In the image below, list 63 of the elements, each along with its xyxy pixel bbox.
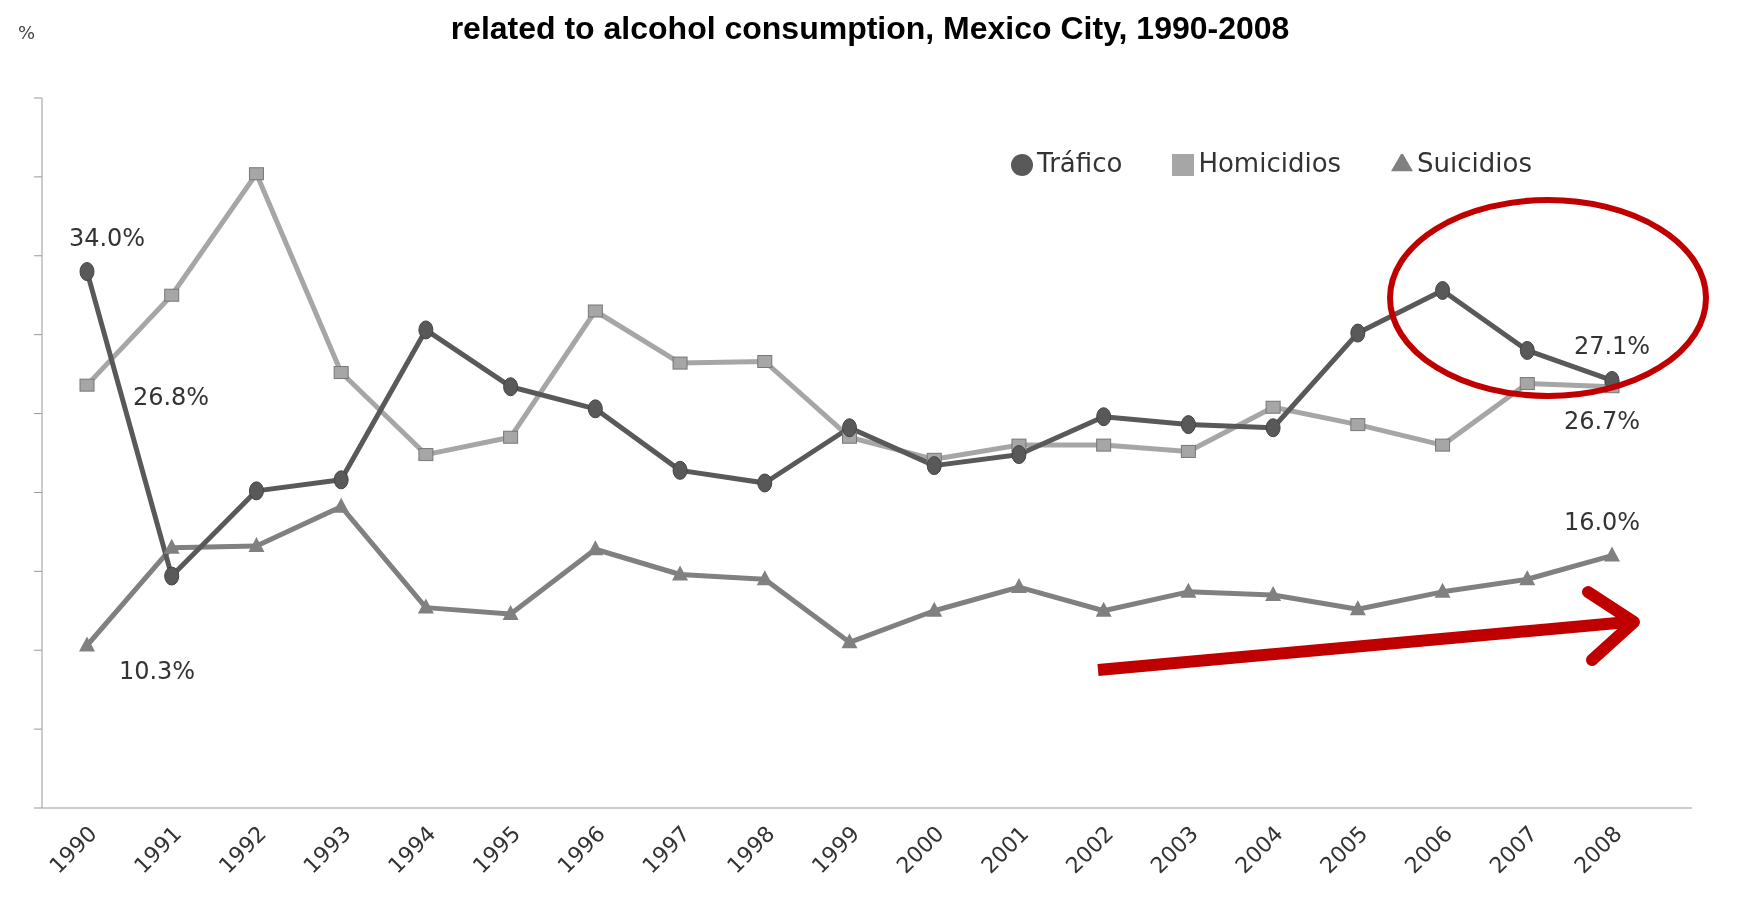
point [587, 399, 603, 419]
point [1519, 377, 1535, 391]
point [248, 481, 264, 501]
point [672, 460, 688, 480]
point [333, 470, 349, 490]
point [1265, 400, 1281, 414]
data-label: 26.8% [132, 383, 210, 412]
point [79, 636, 95, 652]
point [1265, 586, 1282, 601]
point [1435, 280, 1451, 300]
point [756, 570, 773, 586]
point [926, 601, 943, 617]
point [757, 473, 773, 493]
point [1096, 407, 1112, 427]
point [418, 448, 434, 462]
point [163, 538, 180, 554]
point [1434, 582, 1451, 598]
point [587, 304, 603, 318]
point [672, 356, 688, 370]
point [1435, 438, 1451, 452]
point [1350, 323, 1366, 343]
point [1519, 570, 1536, 586]
point [417, 598, 434, 614]
data-label: 26.7% [1563, 406, 1641, 435]
point [1011, 445, 1027, 465]
data-label: 16.0% [1563, 507, 1641, 536]
legend-label: Suicidios [1417, 148, 1532, 178]
point [164, 288, 180, 302]
point [1180, 582, 1197, 598]
point [79, 262, 95, 282]
point [79, 378, 95, 392]
point [333, 366, 349, 380]
point [502, 604, 519, 620]
point [1096, 438, 1112, 452]
data-label: 34.0% [68, 223, 146, 252]
point [1095, 601, 1112, 617]
point [164, 566, 180, 586]
point [1519, 340, 1535, 360]
point [1010, 578, 1027, 594]
point [1604, 546, 1620, 562]
point [503, 377, 519, 397]
data-label: 10.3% [118, 657, 196, 686]
point [418, 320, 434, 340]
data-label: 27.1% [1573, 332, 1651, 361]
point [1265, 418, 1281, 438]
point [333, 497, 350, 513]
point [1350, 418, 1366, 432]
point [926, 456, 942, 476]
point [1180, 444, 1196, 458]
point [248, 537, 265, 553]
point [842, 418, 857, 438]
point [587, 540, 604, 556]
chart-title: related to alcohol consumption, Mexico City, 1990-2008 [450, 10, 1290, 46]
point [1180, 415, 1196, 435]
point [757, 354, 773, 368]
legend-label: Homicidios [1198, 148, 1342, 178]
y-axis-title: % [18, 22, 36, 43]
point [672, 565, 689, 581]
point [1349, 600, 1366, 616]
legend-label: Tráfico [1037, 148, 1123, 178]
point [248, 167, 264, 181]
point [841, 633, 858, 649]
point [503, 430, 519, 444]
